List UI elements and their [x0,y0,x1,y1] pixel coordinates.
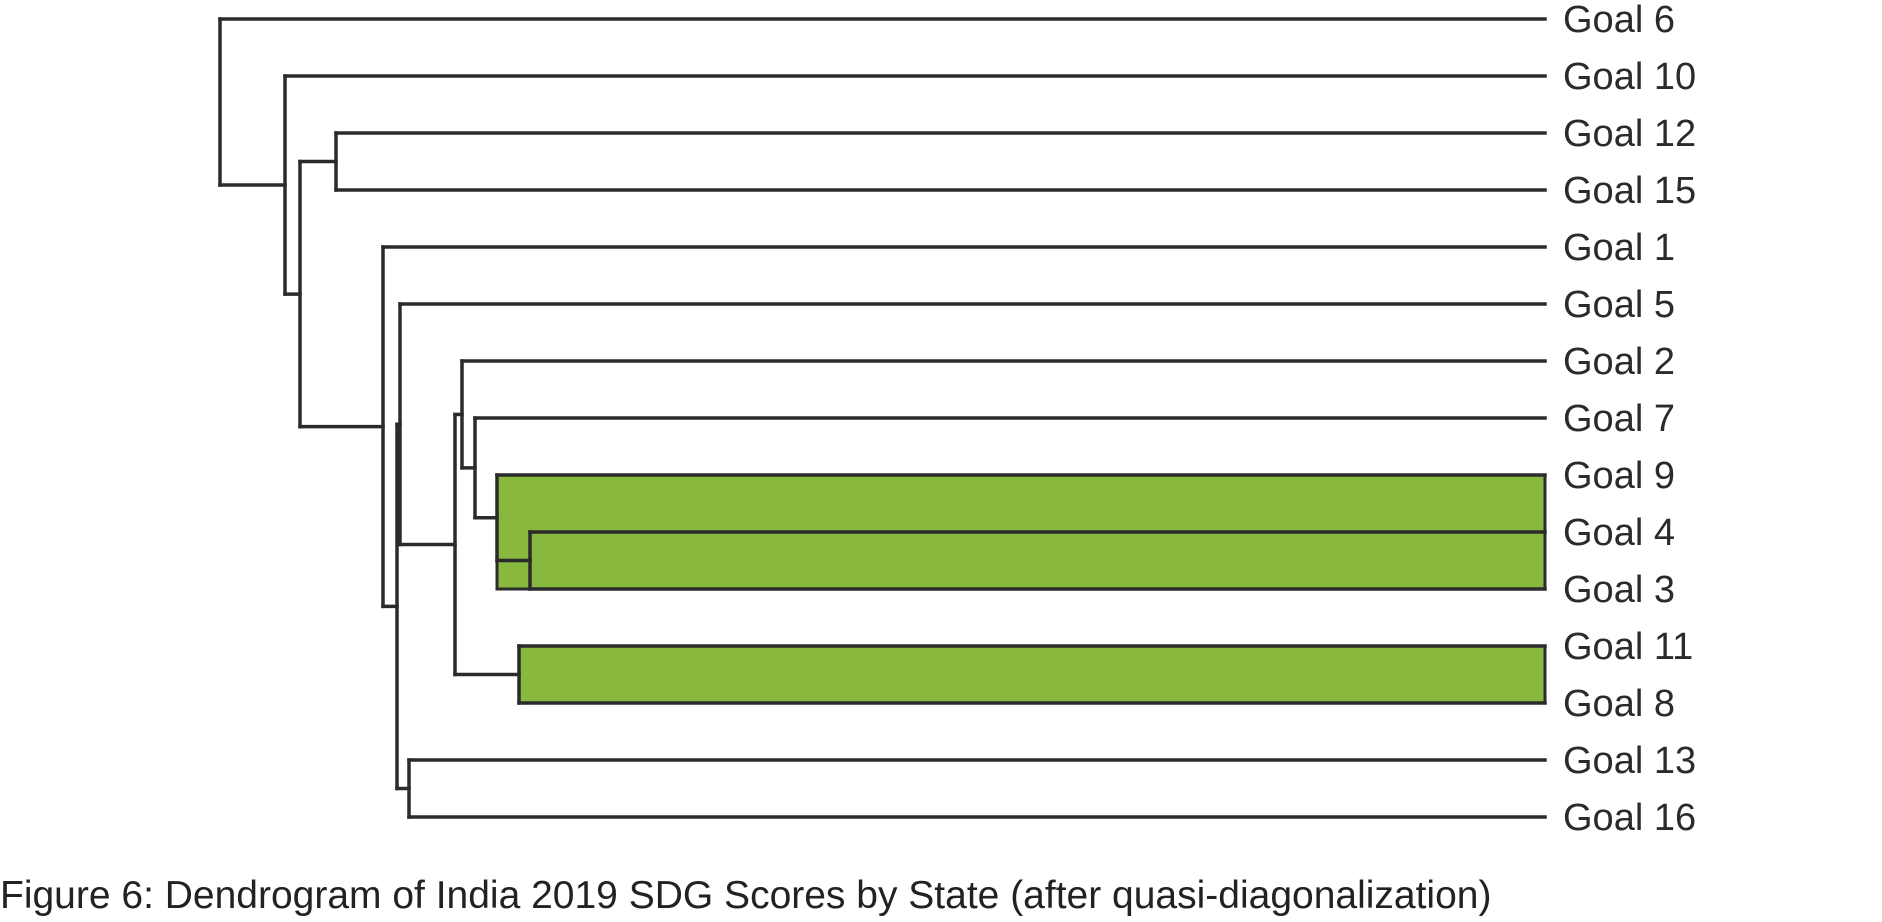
leaf-labels: Goal 6 Goal 10 Goal 12 Goal 15 Goal 1 Goal 5 G… [1563,0,1696,839]
leaf-label: Goal 7 [1563,398,1675,440]
leaf-label: Goal 2 [1563,341,1675,383]
dendrogram-branches [218,17,1547,819]
leaf-label: Goal 10 [1563,56,1696,98]
highlighted-cluster-3 [517,644,1547,705]
leaf-label: Goal 1 [1563,227,1675,269]
leaf-label: Goal 6 [1563,0,1675,41]
figure-caption: Figure 6: Dendrogram of India 2019 SDG S… [0,874,1491,917]
leaf-label: Goal 11 [1563,626,1693,668]
leaf-label: Goal 9 [1563,455,1675,497]
leaf-label: Goal 8 [1563,683,1675,725]
leaf-label: Goal 4 [1563,512,1675,554]
leaf-label: Goal 5 [1563,284,1675,326]
highlighted-cluster-2 [528,530,1547,591]
leaf-label: Goal 16 [1563,797,1696,839]
leaf-label: Goal 13 [1563,740,1696,782]
leaf-label: Goal 15 [1563,170,1696,212]
leaf-label: Goal 12 [1563,113,1696,155]
leaf-label: Goal 3 [1563,569,1675,611]
